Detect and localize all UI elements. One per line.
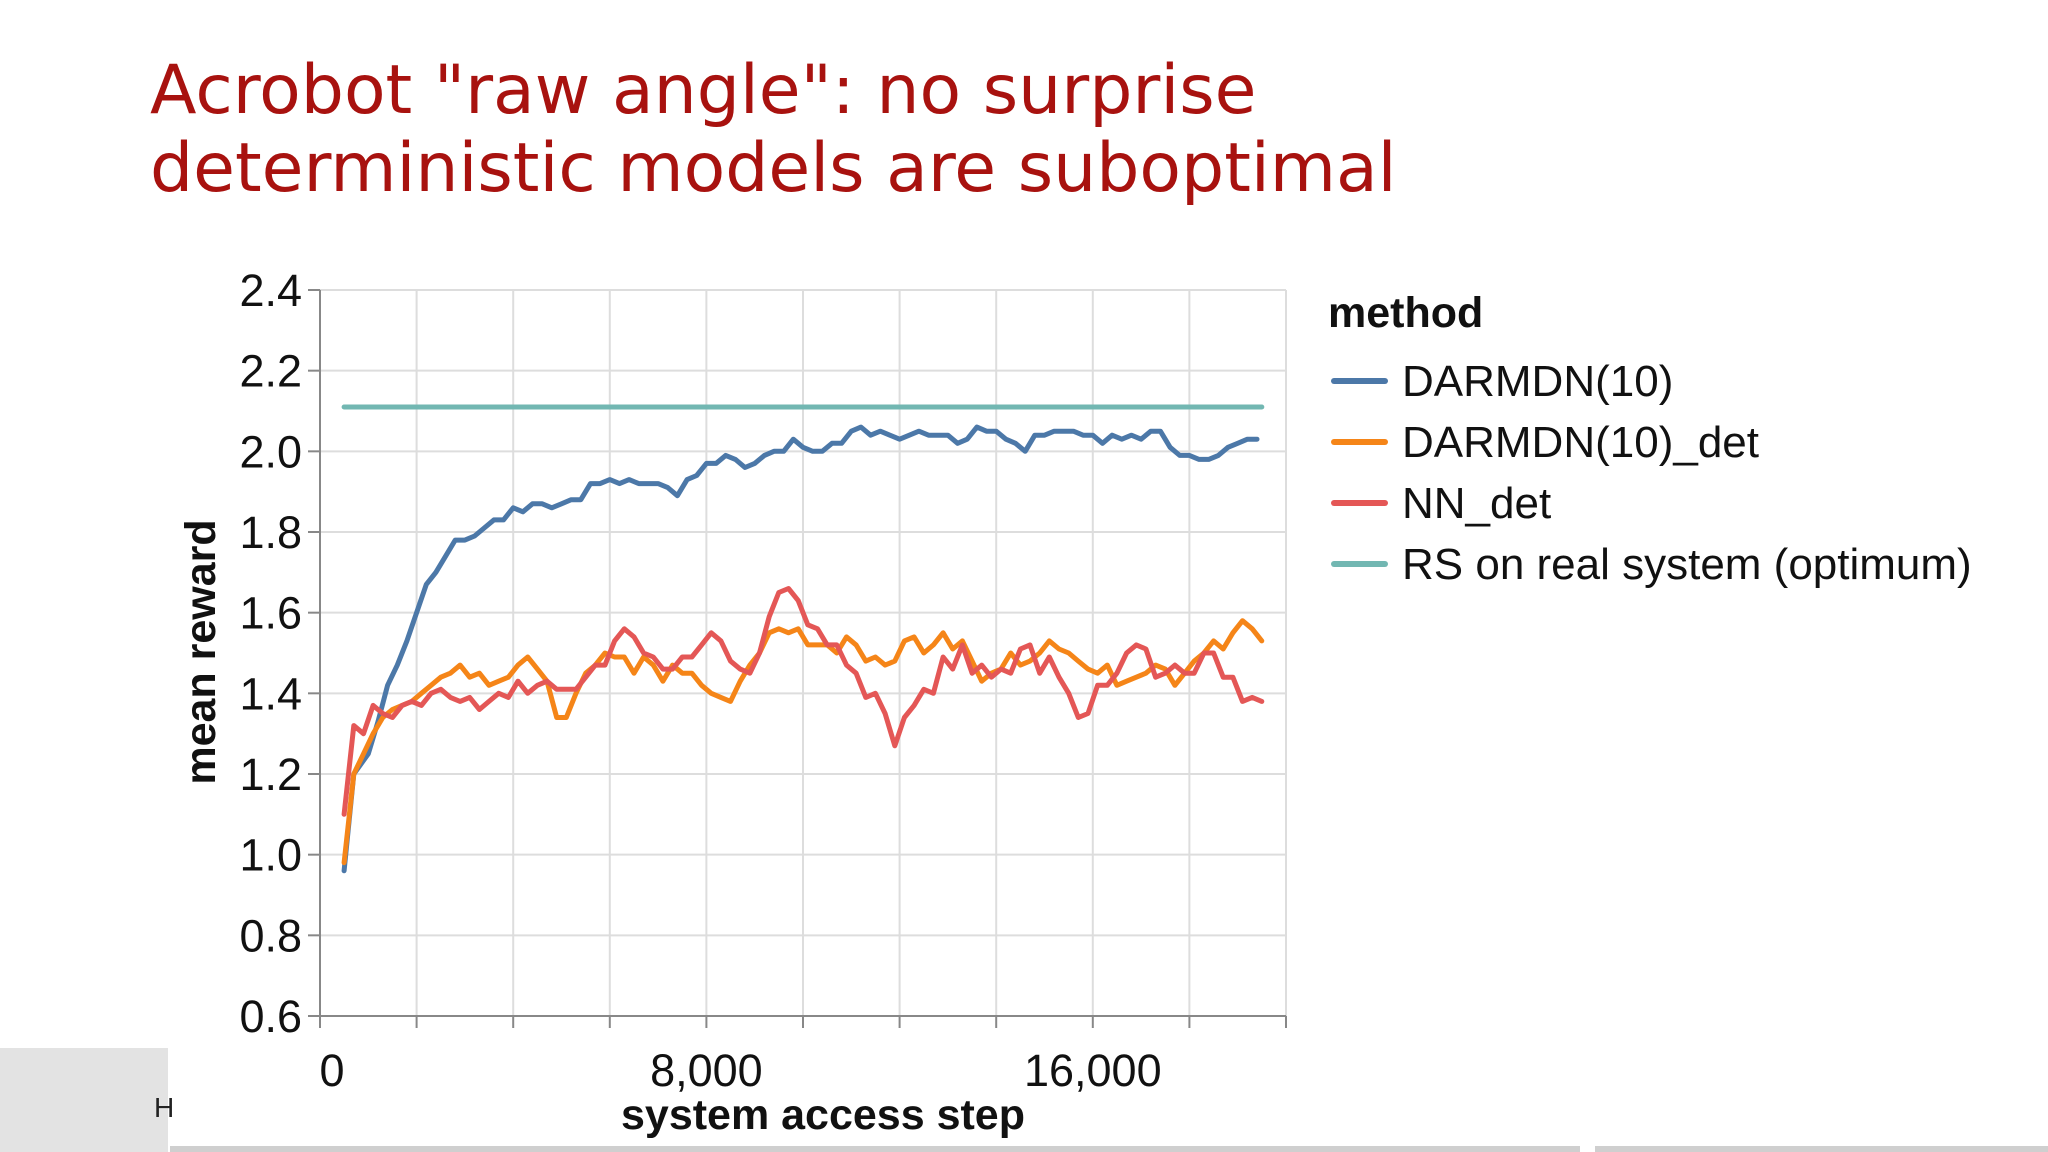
y-tick-label: 1.4: [239, 668, 302, 719]
y-tick-label: 0.8: [239, 910, 302, 961]
bottom-strip-left: [170, 1146, 1580, 1152]
y-tick-label: 1.8: [239, 507, 302, 558]
y-tick-label: 1.0: [239, 830, 302, 881]
x-tick-label: 16,000: [1024, 1045, 1162, 1096]
chart-legend: method DARMDN(10) DARMDN(10)_det NN_det RS o…: [1328, 289, 1972, 589]
footer-logo-letter: H: [154, 1092, 175, 1123]
chart-axes: 0.6 0.8 1.0 1.2 1.4 1.6 1.8 2.0 2.2 2.4 0 8,000 16,0…: [239, 265, 1287, 1096]
x-tick-label: 0: [319, 1045, 344, 1096]
legend-label: DARMDN(10): [1402, 357, 1673, 406]
y-tick-label: 2.4: [239, 265, 302, 316]
bottom-strip-right: [1595, 1146, 2048, 1152]
slide-title: Acrobot "raw angle": no surprise determi…: [150, 51, 1397, 208]
legend-label: RS on real system (optimum): [1402, 540, 1972, 589]
y-tick-label: 0.6: [239, 991, 302, 1042]
chart-series: [341, 404, 1265, 874]
legend-label: NN_det: [1402, 479, 1551, 528]
legend-title: method: [1328, 289, 1483, 337]
y-tick-label: 2.0: [239, 426, 302, 477]
x-axis-title: system access step: [621, 1091, 1025, 1139]
y-tick-label: 1.6: [239, 588, 302, 639]
legend-label: DARMDN(10)_det: [1402, 418, 1759, 467]
x-tick-label: 8,000: [650, 1045, 763, 1096]
series-line-2: [341, 586, 1265, 817]
footer-block: [0, 1048, 168, 1152]
y-axis-title: mean reward: [177, 519, 225, 784]
chart-background: [280, 242, 2048, 1142]
y-tick-label: 1.2: [239, 749, 302, 800]
y-tick-label: 2.2: [239, 346, 302, 397]
series-line-0: [341, 424, 1260, 874]
series-line-1: [341, 618, 1265, 866]
